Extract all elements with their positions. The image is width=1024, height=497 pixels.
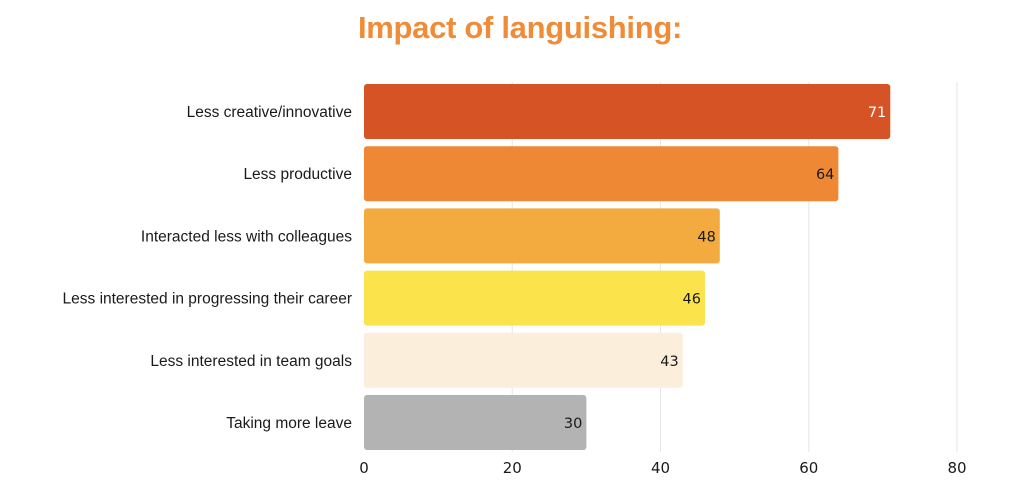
category-labels: Less creative/innovative Less productive I… (63, 104, 353, 432)
chart-title: Impact of languishing: (357, 10, 683, 45)
value-label: 48 (697, 229, 715, 245)
bar (364, 332, 683, 388)
value-label: 30 (564, 416, 582, 432)
category-label: Less interested in team goals (150, 353, 352, 370)
x-tick-label: 20 (503, 459, 522, 477)
bar (364, 270, 705, 326)
category-label: Taking more leave (226, 415, 352, 432)
x-tick-label: 40 (651, 459, 670, 477)
value-label: 64 (816, 167, 834, 183)
value-label: 46 (683, 292, 701, 308)
gridlines (511, 82, 958, 452)
bar (364, 84, 891, 139)
bars (364, 84, 891, 450)
category-label: Less productive (243, 166, 352, 183)
category-label: Interacted less with colleagues (141, 228, 352, 245)
value-label: 43 (660, 354, 678, 370)
bar (364, 146, 839, 202)
value-labels: 71 64 48 46 43 30 (564, 105, 886, 432)
bar (364, 395, 587, 450)
x-tick-label: 60 (799, 459, 818, 477)
bar (364, 208, 720, 264)
x-tick-label: 80 (947, 459, 966, 477)
x-axis-ticks: 0 20 40 60 80 (359, 459, 966, 477)
x-tick-label: 0 (359, 459, 369, 477)
value-label: 71 (868, 105, 886, 121)
category-label: Less creative/innovative (187, 104, 352, 121)
category-label: Less interested in progressing their car… (63, 291, 352, 308)
